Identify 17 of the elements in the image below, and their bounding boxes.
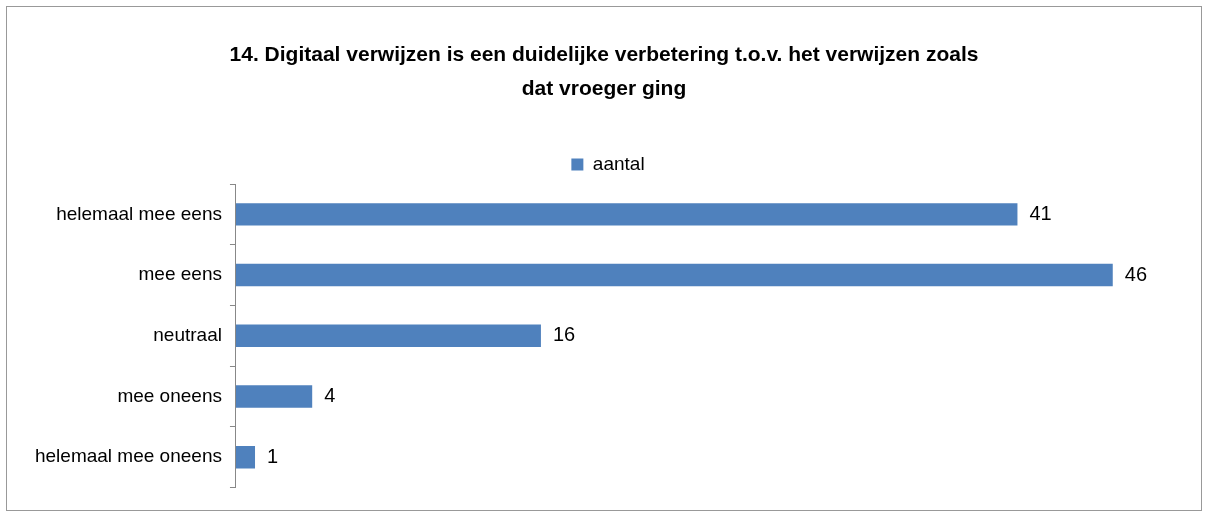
legend-label: aantal <box>592 152 645 174</box>
bar <box>235 263 1113 287</box>
y-tick-label: helemaal mee eens <box>56 202 222 224</box>
data-label: 46 <box>1124 262 1148 285</box>
bar <box>235 446 256 469</box>
bar <box>235 385 313 408</box>
chart-title: 14. Digitaal verwijzen is een duidelijke verbetering t.o.v. het verwijzen zoals dat vroeger ging <box>228 41 980 101</box>
bar <box>235 324 541 348</box>
y-tick-label: mee eens <box>138 263 222 285</box>
y-tick-label: helemaal mee oneens <box>34 445 222 467</box>
data-label: 1 <box>267 444 279 467</box>
data-label: 41 <box>1029 201 1052 224</box>
y-tick-label: neutraal <box>153 324 222 346</box>
data-label: 4 <box>324 384 336 407</box>
bar <box>235 203 1018 226</box>
data-label: 16 <box>552 323 576 346</box>
y-tick-label: mee oneens <box>117 384 222 406</box>
